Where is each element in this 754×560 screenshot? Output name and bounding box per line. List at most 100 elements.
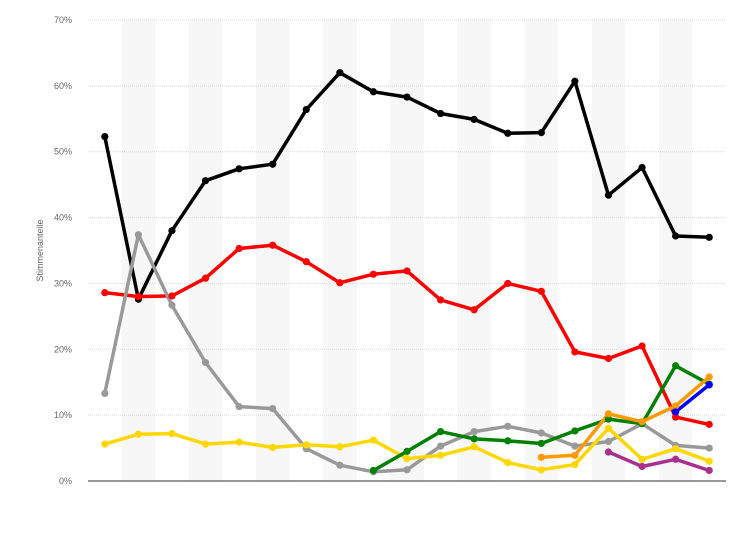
data-point[interactable] [269, 404, 277, 413]
data-point[interactable] [604, 424, 613, 432]
y-tick-label: 10% [54, 410, 72, 420]
data-point[interactable] [571, 348, 579, 356]
data-point[interactable] [201, 440, 210, 448]
data-point[interactable] [470, 428, 478, 436]
data-point[interactable] [672, 408, 680, 416]
data-point[interactable] [302, 105, 310, 114]
data-point[interactable] [571, 460, 579, 469]
data-point[interactable] [369, 436, 378, 444]
data-point[interactable] [403, 93, 411, 101]
y-tick-label: 70% [54, 15, 72, 25]
data-point[interactable] [235, 402, 243, 411]
data-point[interactable] [168, 292, 176, 300]
data-point[interactable] [705, 233, 713, 241]
data-point[interactable] [269, 443, 277, 452]
data-point[interactable] [705, 444, 713, 452]
data-point[interactable] [604, 448, 613, 456]
column-bands [121, 20, 693, 481]
data-point[interactable] [604, 354, 613, 363]
data-point[interactable] [672, 455, 680, 463]
data-point[interactable] [403, 447, 411, 455]
data-point[interactable] [101, 289, 109, 297]
data-point[interactable] [604, 437, 613, 446]
data-point[interactable] [101, 132, 109, 141]
data-point[interactable] [571, 442, 579, 450]
data-point[interactable] [638, 418, 646, 426]
data-point[interactable] [336, 443, 344, 451]
data-point[interactable] [672, 362, 680, 370]
data-point[interactable] [336, 461, 344, 469]
data-point[interactable] [134, 293, 142, 301]
data-point[interactable] [504, 422, 512, 430]
data-point[interactable] [705, 373, 713, 381]
data-point[interactable] [604, 415, 613, 423]
data-point[interactable] [134, 231, 142, 239]
column-band [390, 20, 424, 481]
data-point[interactable] [403, 455, 411, 463]
data-point[interactable] [604, 410, 613, 418]
data-point[interactable] [470, 115, 478, 124]
data-point[interactable] [403, 466, 411, 474]
data-point[interactable] [537, 287, 545, 295]
data-point[interactable] [436, 296, 445, 304]
data-point[interactable] [672, 402, 680, 410]
data-point[interactable] [571, 451, 579, 459]
data-point[interactable] [672, 413, 680, 421]
data-point[interactable] [672, 232, 680, 240]
data-point[interactable] [504, 458, 512, 467]
data-point[interactable] [537, 439, 545, 448]
data-point[interactable] [201, 177, 210, 185]
data-point[interactable] [235, 165, 243, 173]
data-point[interactable] [470, 443, 478, 451]
data-point[interactable] [134, 430, 142, 438]
data-point[interactable] [504, 437, 512, 445]
data-point[interactable] [269, 241, 277, 249]
data-point[interactable] [638, 455, 646, 463]
data-point[interactable] [168, 429, 176, 438]
data-point[interactable] [235, 244, 243, 253]
data-point[interactable] [537, 453, 545, 461]
data-point[interactable] [436, 428, 445, 436]
data-point[interactable] [705, 381, 713, 389]
data-point[interactable] [369, 466, 378, 475]
data-point[interactable] [436, 451, 445, 459]
data-point[interactable] [571, 77, 579, 85]
data-point[interactable] [201, 358, 210, 367]
data-point[interactable] [436, 442, 445, 450]
data-point[interactable] [235, 438, 243, 446]
data-point[interactable] [168, 301, 176, 309]
data-point[interactable] [537, 466, 545, 474]
data-point[interactable] [470, 306, 478, 314]
data-point[interactable] [369, 270, 378, 278]
y-axis-ticks: 0% 10% 20% 30% 40% 50% 60% 70% [54, 15, 72, 486]
data-point[interactable] [269, 160, 277, 168]
data-point[interactable] [604, 191, 613, 199]
data-point[interactable] [705, 420, 713, 428]
data-point[interactable] [201, 274, 210, 282]
data-point[interactable] [436, 109, 445, 118]
data-point[interactable] [504, 129, 512, 137]
series-line-6 [673, 383, 711, 414]
data-point[interactable] [168, 227, 176, 235]
data-point[interactable] [705, 466, 713, 475]
data-point[interactable] [403, 267, 411, 275]
data-point[interactable] [101, 389, 109, 398]
data-point[interactable] [672, 445, 680, 453]
data-point[interactable] [638, 163, 646, 172]
data-point[interactable] [537, 429, 545, 437]
data-point[interactable] [336, 69, 344, 77]
data-point[interactable] [537, 129, 545, 137]
data-point[interactable] [302, 441, 310, 449]
data-point[interactable] [470, 435, 478, 443]
data-point[interactable] [571, 427, 579, 435]
data-point[interactable] [705, 457, 713, 465]
data-point[interactable] [638, 342, 646, 350]
data-point[interactable] [369, 88, 378, 96]
data-point[interactable] [336, 279, 344, 287]
data-point[interactable] [101, 440, 109, 448]
y-axis-title: Stimmenanteile [35, 219, 45, 281]
data-point[interactable] [504, 279, 512, 288]
data-point[interactable] [638, 462, 646, 471]
data-point[interactable] [302, 258, 310, 266]
